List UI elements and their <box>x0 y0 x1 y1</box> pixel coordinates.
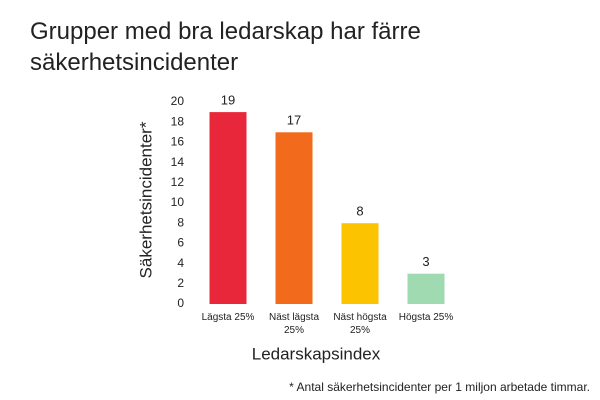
y-tick-label: 18 <box>171 114 185 128</box>
bar <box>275 132 313 304</box>
y-tick-label: 12 <box>171 175 185 189</box>
x-tick-label: Näst lägsta 25% <box>268 312 320 336</box>
y-tick-label: 4 <box>177 256 184 270</box>
y-tick-label: 0 <box>177 296 184 310</box>
x-tick-label: Lägsta 25% <box>201 312 255 323</box>
value-label: 19 <box>221 93 235 108</box>
y-tick-label: 14 <box>171 155 185 169</box>
y-tick-label: 10 <box>171 195 185 209</box>
bar <box>407 273 445 304</box>
chart-title: Grupper med bra ledarskap har färre säke… <box>30 18 421 76</box>
value-label: 8 <box>356 204 363 219</box>
bar <box>341 223 379 304</box>
y-tick-label: 8 <box>177 215 184 229</box>
y-tick-label: 20 <box>171 94 185 108</box>
bar <box>209 112 247 304</box>
value-label: 17 <box>287 113 301 128</box>
x-tick-label: Högsta 25% <box>398 312 454 323</box>
y-tick-label: 16 <box>171 135 185 149</box>
y-tick-label: 6 <box>177 236 184 250</box>
footnote: * Antal säkerhetsincidenter per 1 miljon… <box>289 380 590 394</box>
y-axis-label: Säkerhetsincidenter* <box>136 121 155 278</box>
y-tick-label: 2 <box>177 276 184 290</box>
value-label: 3 <box>422 254 429 269</box>
x-tick-label: Näst högsta 25% <box>333 312 387 336</box>
x-axis-label: Ledarskapsindex <box>252 344 381 363</box>
